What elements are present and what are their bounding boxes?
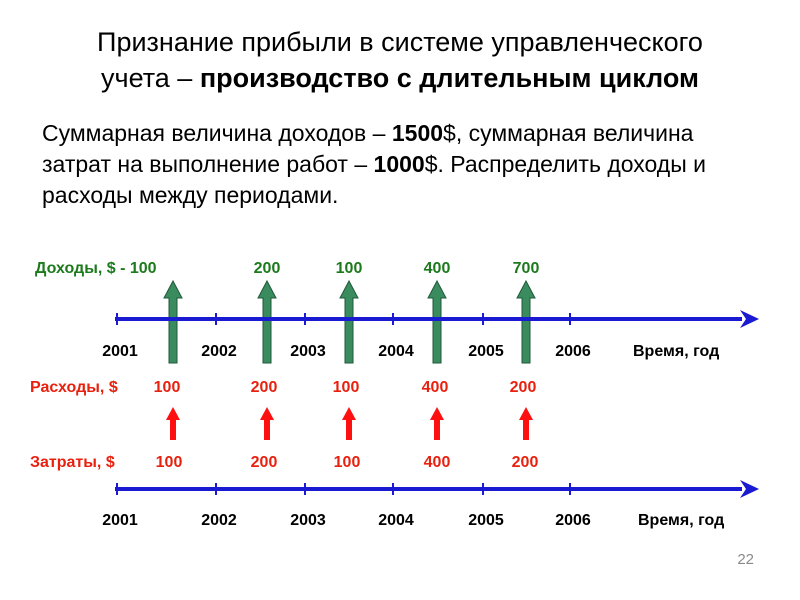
expenses-value: 200	[510, 379, 537, 396]
costs-value: 200	[251, 454, 278, 471]
income-value: 700	[513, 260, 540, 277]
timeline-2-year-label: 2006	[555, 512, 591, 529]
timeline-2-axis-label: Время, год	[638, 512, 724, 529]
total-cost-value: 1000	[373, 151, 425, 177]
slide-title: Признание прибыли в системе управленческ…	[0, 24, 800, 96]
timeline-2-year-label: 2005	[468, 512, 504, 529]
income-value: 100	[336, 260, 363, 277]
expenses-value: 400	[422, 379, 449, 396]
total-income-value: 1500	[391, 120, 444, 146]
expense-arrow	[260, 407, 274, 440]
costs-value: 100	[156, 454, 183, 471]
expense-arrow	[166, 407, 180, 440]
costs-value: 100	[334, 454, 361, 471]
income-label: Доходы, $ - 100	[35, 260, 157, 277]
expenses-value: 100	[154, 379, 181, 396]
statement-part-2: $, суммарная величина затрат на выполнен…	[42, 120, 694, 177]
costs-value: 400	[424, 454, 451, 471]
title-line-2-bold: производство с длительным циклом	[199, 63, 699, 93]
costs-label: Затраты, $	[30, 454, 115, 471]
title-line-2-plain: учета –	[101, 63, 200, 93]
page-number: 22	[737, 551, 754, 568]
statement-part-3: $. Распределить доходы и расходы между п…	[42, 151, 706, 208]
timeline-2-year-label: 2003	[290, 512, 326, 529]
timeline-1-year-label: 2001	[102, 343, 138, 360]
title-line-1: Признание прибыли в системе управленческ…	[97, 27, 703, 57]
income-arrow	[516, 279, 536, 364]
title-line-2: учета – производство с длительным циклом	[0, 60, 800, 96]
timeline-1-year-label: 2003	[290, 343, 326, 360]
expense-arrow	[519, 407, 533, 440]
income-value: 400	[424, 260, 451, 277]
statement-part-1: Суммарная величина доходов –	[42, 120, 392, 146]
income-arrow	[257, 279, 277, 364]
timeline-1-year-label: 2006	[555, 343, 591, 360]
timeline-2-year-label: 2001	[102, 512, 138, 529]
expenses-value: 200	[251, 379, 278, 396]
expenses-value: 100	[333, 379, 360, 396]
timeline-2-year-label: 2004	[378, 512, 414, 529]
timeline-1-axis-label: Время, год	[633, 343, 719, 360]
timeline-1-year-label: 2002	[201, 343, 237, 360]
costs-value: 200	[512, 454, 539, 471]
timeline-2-year-label: 2002	[201, 512, 237, 529]
timeline-1-axis-arrowhead	[740, 310, 759, 328]
timeline-2-axis-arrowhead	[740, 480, 759, 498]
income-arrow	[163, 279, 183, 364]
income-arrow	[427, 279, 447, 364]
problem-statement: Суммарная величина доходов – 1500$, сумм…	[42, 118, 762, 211]
income-value: 200	[254, 260, 281, 277]
expense-arrow	[430, 407, 444, 440]
timeline-1-year-label: 2005	[468, 343, 504, 360]
expense-arrow	[342, 407, 356, 440]
timeline-1-year-label: 2004	[378, 343, 414, 360]
expenses-label: Расходы, $	[30, 379, 118, 396]
income-arrow	[339, 279, 359, 364]
